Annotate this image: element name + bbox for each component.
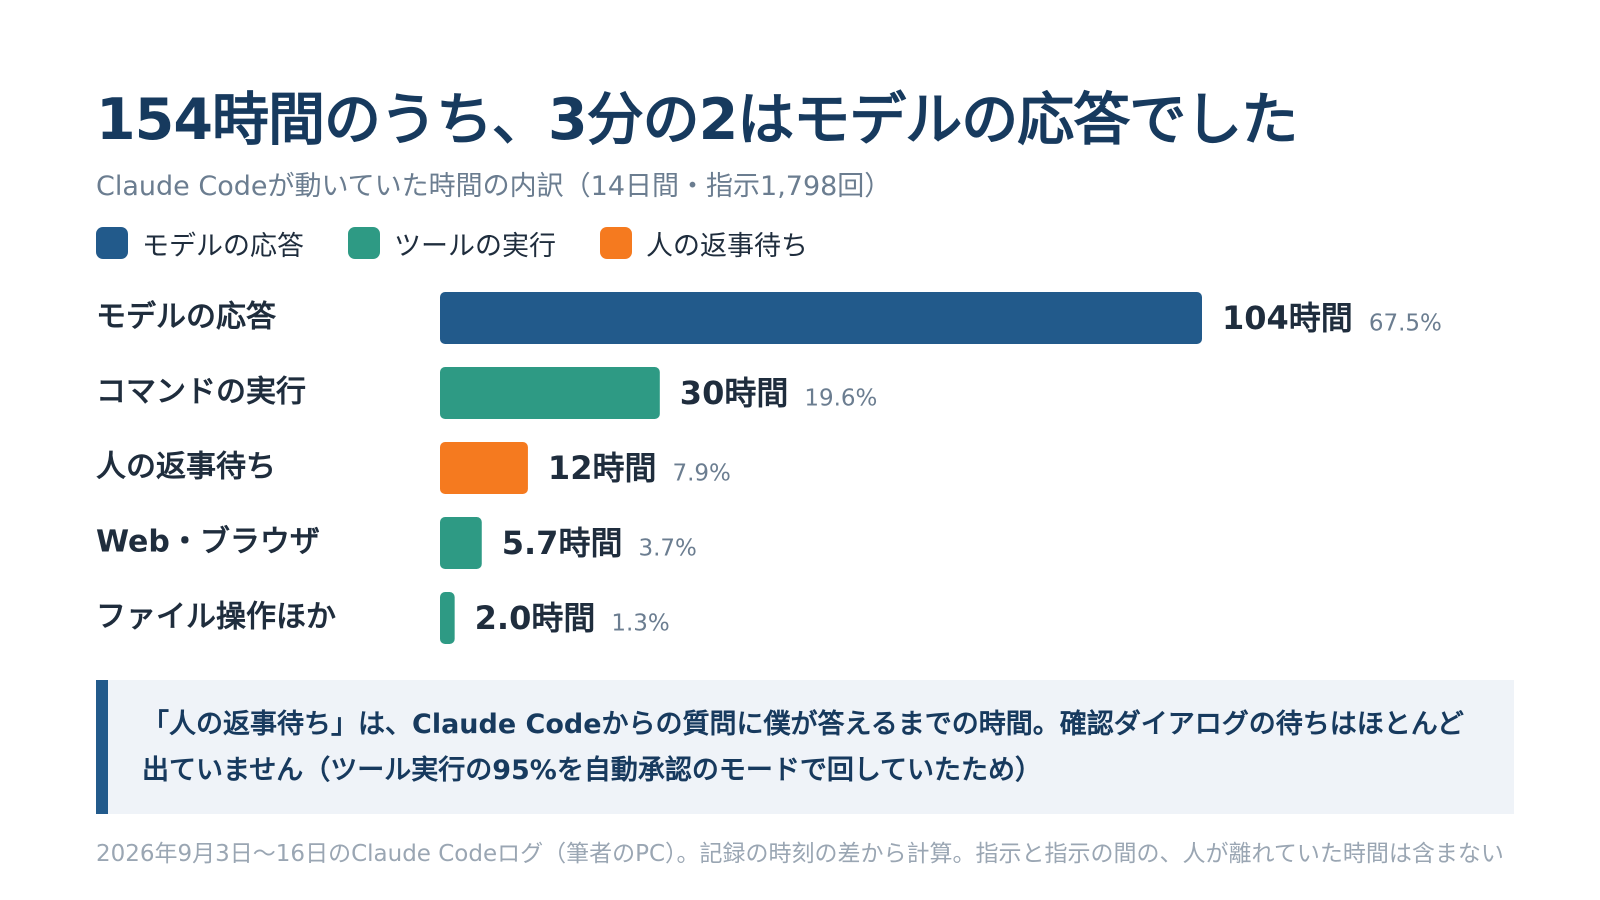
value-label-3: 5.7時間 (502, 524, 623, 562)
bar-2 (440, 442, 528, 494)
legend-item-human: 人の返事待ち (600, 224, 808, 263)
legend-swatch-tool (348, 227, 380, 259)
category-label-1: コマンドの実行 (96, 375, 306, 410)
percent-label-2: 7.9% (672, 461, 730, 487)
legend-item-tool: ツールの実行 (348, 224, 556, 263)
legend-label-tool: ツールの実行 (394, 230, 556, 262)
legend-swatch-model (96, 227, 128, 259)
bar-1 (440, 367, 660, 419)
value-label-0: 104時間 (1222, 299, 1353, 337)
bar-0 (440, 292, 1202, 344)
category-label-4: ファイル操作ほか (96, 600, 336, 635)
legend-label-model: モデルの応答 (142, 230, 304, 262)
callout-text: 「人の返事待ち」は、Claude Codeからの質問に僕が答えるまでの時間。確認… (142, 709, 1464, 786)
legend-label-human: 人の返事待ち (646, 230, 808, 262)
value-label-1: 30時間 (680, 374, 789, 412)
value-label-4: 2.0時間 (475, 599, 596, 637)
value-label-2: 12時間 (548, 449, 657, 487)
chart-legend: モデルの応答 ツールの実行 人の返事待ち (96, 224, 852, 263)
bar-chart: モデルの応答 104時間 67.5% コマンドの実行 30時間 19.6% 人の返事待ち 12… (96, 292, 1442, 644)
category-label-0: モデルの応答 (96, 300, 277, 335)
footnote: 2026年9月3日〜16日のClaude Codeログ（筆者のPC）。記録の時刻… (96, 841, 1504, 867)
legend-swatch-human (600, 227, 632, 259)
percent-label-1: 19.6% (804, 386, 877, 412)
page-subtitle: Claude Codeが動いていた時間の内訳（14日間・指示1,798回） (96, 171, 892, 202)
page-title: 154時間のうち、3分の2はモデルの応答でした (96, 87, 1298, 153)
percent-label-0: 67.5% (1369, 311, 1442, 337)
category-label-2: 人の返事待ち (96, 450, 276, 485)
category-label-3: Web・ブラウザ (96, 525, 320, 560)
percent-label-4: 1.3% (611, 611, 669, 637)
callout-note: 「人の返事待ち」は、Claude Codeからの質問に僕が答えるまでの時間。確認… (96, 680, 1514, 814)
bar-4 (440, 592, 455, 644)
percent-label-3: 3.7% (638, 536, 696, 562)
legend-item-model: モデルの応答 (96, 224, 304, 263)
bar-3 (440, 517, 482, 569)
